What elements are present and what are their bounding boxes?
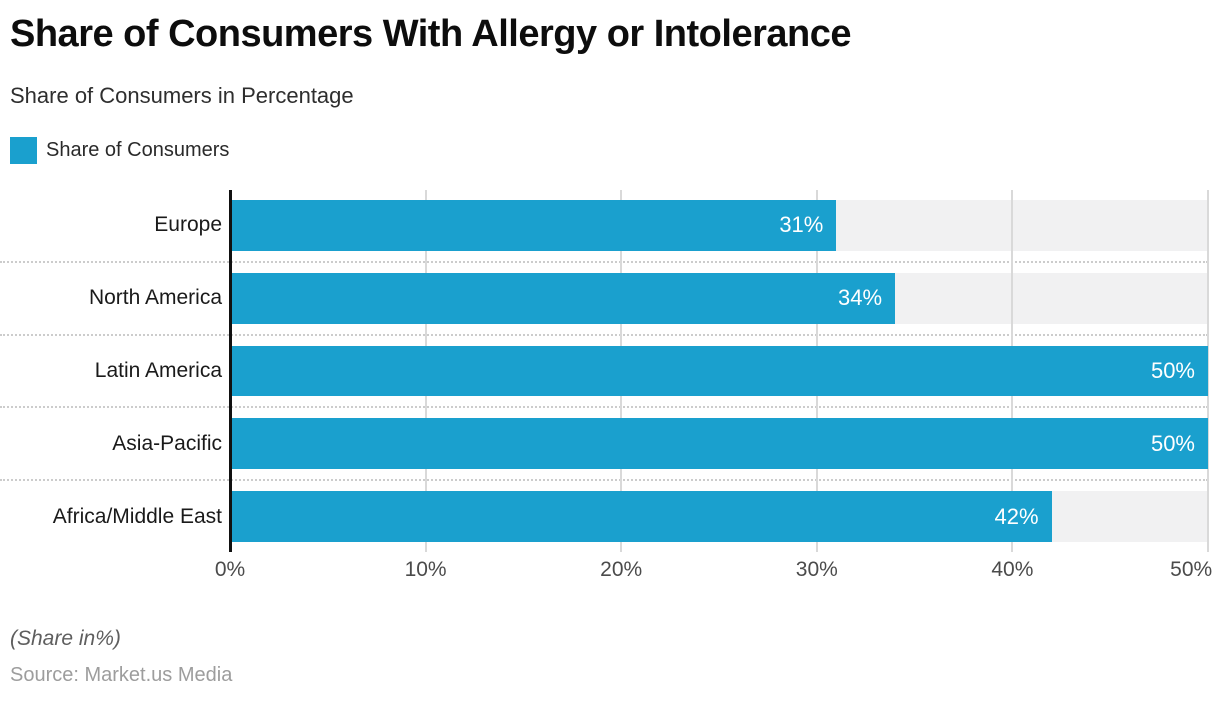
chart-row: Asia-Pacific 50%	[0, 408, 1208, 482]
chart-row: Africa/Middle East 42%	[0, 481, 1208, 552]
category-label: Asia-Pacific	[112, 431, 222, 455]
bar: 50%	[230, 345, 1208, 397]
x-tick-label: 20%	[600, 558, 643, 581]
legend: Share of Consumers	[10, 137, 229, 164]
chart-title: Share of Consumers With Allergy or Intol…	[10, 13, 851, 55]
bar-value-label: 34%	[837, 285, 883, 311]
x-tick-label: 0%	[214, 558, 246, 581]
category-label: Africa/Middle East	[52, 504, 222, 528]
bar-track: 50%	[230, 345, 1208, 397]
bar-track: 31%	[230, 200, 1208, 251]
chart-row: North America 34%	[0, 263, 1208, 336]
category-label: North America	[88, 286, 222, 310]
chart-footnote: (Share in%)	[10, 627, 121, 650]
x-tick-label: 10%	[404, 558, 447, 581]
bar: 42%	[230, 491, 1052, 542]
bar-value-label: 42%	[994, 503, 1039, 529]
x-tick-label: 40%	[991, 558, 1034, 581]
bar: 31%	[230, 200, 837, 251]
legend-label: Share of Consumers	[46, 139, 230, 161]
x-tick-label: 50%	[1170, 558, 1213, 581]
bar-track: 34%	[230, 272, 1208, 324]
chart-source: Source: Market.us Media	[10, 664, 233, 686]
bar-track: 42%	[230, 491, 1208, 542]
category-label: Europe	[154, 213, 222, 237]
bar-value-label: 50%	[1150, 357, 1195, 383]
y-axis-line	[229, 190, 232, 552]
x-axis-ticks: 0% 10% 20% 30% 40% 50%	[215, 558, 1212, 588]
chart-row: Europe 31%	[0, 190, 1208, 263]
x-tick-label: 30%	[795, 558, 838, 581]
bar-track: 50%	[230, 418, 1208, 470]
legend-swatch-icon	[10, 137, 37, 164]
bar-value-label: 50%	[1150, 430, 1195, 456]
bar: 50%	[230, 418, 1208, 470]
chart-rows: Europe 31% North America 34% Latin America 50…	[0, 190, 1208, 552]
chart-row: Latin America 50%	[0, 336, 1208, 409]
chart-subtitle: Share of Consumers in Percentage	[10, 83, 354, 108]
bar-value-label: 31%	[779, 212, 824, 238]
bar: 34%	[230, 272, 896, 324]
category-label: Latin America	[94, 358, 222, 382]
